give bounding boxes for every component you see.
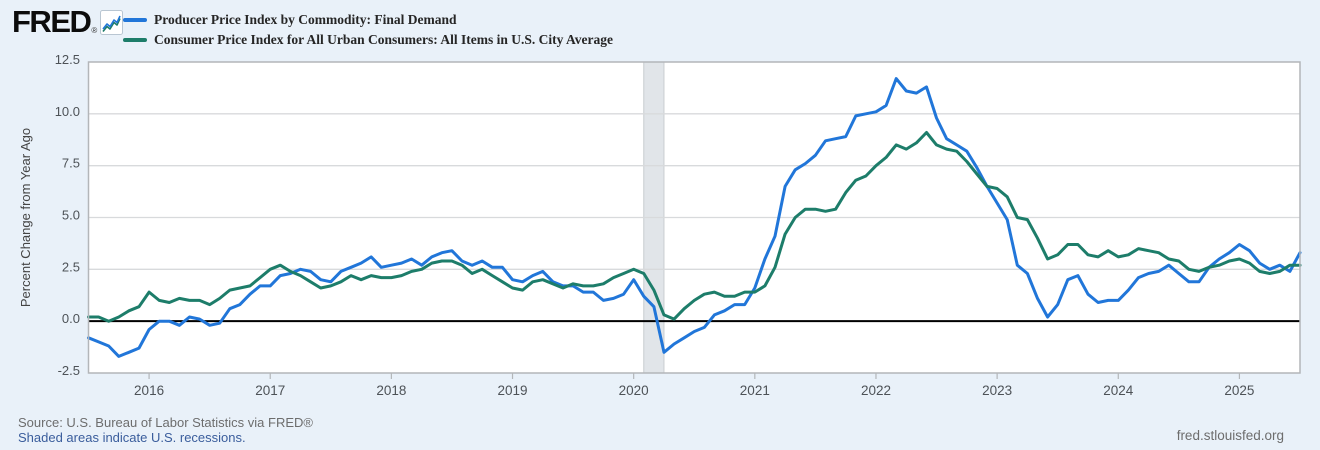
x-tick-label: 2016 xyxy=(134,383,164,398)
plot-border xyxy=(87,61,1301,374)
x-tick-label: 2023 xyxy=(982,383,1012,398)
series-line-1 xyxy=(87,131,1302,323)
x-tick-label: 2017 xyxy=(255,383,285,398)
header: FRED ® xyxy=(12,4,124,39)
y-tick-label: -2.5 xyxy=(58,363,80,378)
y-tick-label: 7.5 xyxy=(62,156,80,171)
x-tick-label: 2020 xyxy=(619,383,649,398)
x-tick-label: 2025 xyxy=(1224,383,1254,398)
line-chart-icon xyxy=(100,10,124,35)
recession-note-link[interactable]: Shaded areas indicate U.S. recessions. xyxy=(18,429,246,445)
x-tick-label: 2022 xyxy=(861,383,891,398)
y-tick-label: 0.0 xyxy=(62,311,80,326)
fred-logo[interactable]: FRED ® xyxy=(12,4,124,39)
x-tick-label: 2018 xyxy=(376,383,406,398)
x-tick-label: 2024 xyxy=(1103,383,1134,398)
y-tick-label: 10.0 xyxy=(55,104,80,119)
fred-logo-text: FRED xyxy=(12,4,92,39)
series-line-0 xyxy=(87,77,1302,358)
legend-swatch-blue xyxy=(123,18,147,22)
x-tick-label: 2019 xyxy=(498,383,528,398)
legend-label-ppi: Producer Price Index by Commodity: Final… xyxy=(154,12,457,27)
x-tick-label: 2021 xyxy=(740,383,770,398)
registered-mark: ® xyxy=(91,26,98,35)
legend-swatch-green xyxy=(123,38,147,42)
site-url: fred.stlouisfed.org xyxy=(1176,428,1284,443)
y-tick-label: 12.5 xyxy=(55,52,80,67)
legend-item-cpi[interactable]: Consumer Price Index for All Urban Consu… xyxy=(123,30,613,50)
legend-item-ppi[interactable]: Producer Price Index by Commodity: Final… xyxy=(123,10,613,30)
y-tick-label: 5.0 xyxy=(62,208,80,223)
source-text: Source: U.S. Bureau of Labor Statistics … xyxy=(18,415,313,430)
legend-label-cpi: Consumer Price Index for All Urban Consu… xyxy=(154,32,613,47)
chart-legend: Producer Price Index by Commodity: Final… xyxy=(123,10,613,50)
y-axis-title: Percent Change from Year Ago xyxy=(18,128,33,307)
y-tick-label: 2.5 xyxy=(62,259,80,274)
